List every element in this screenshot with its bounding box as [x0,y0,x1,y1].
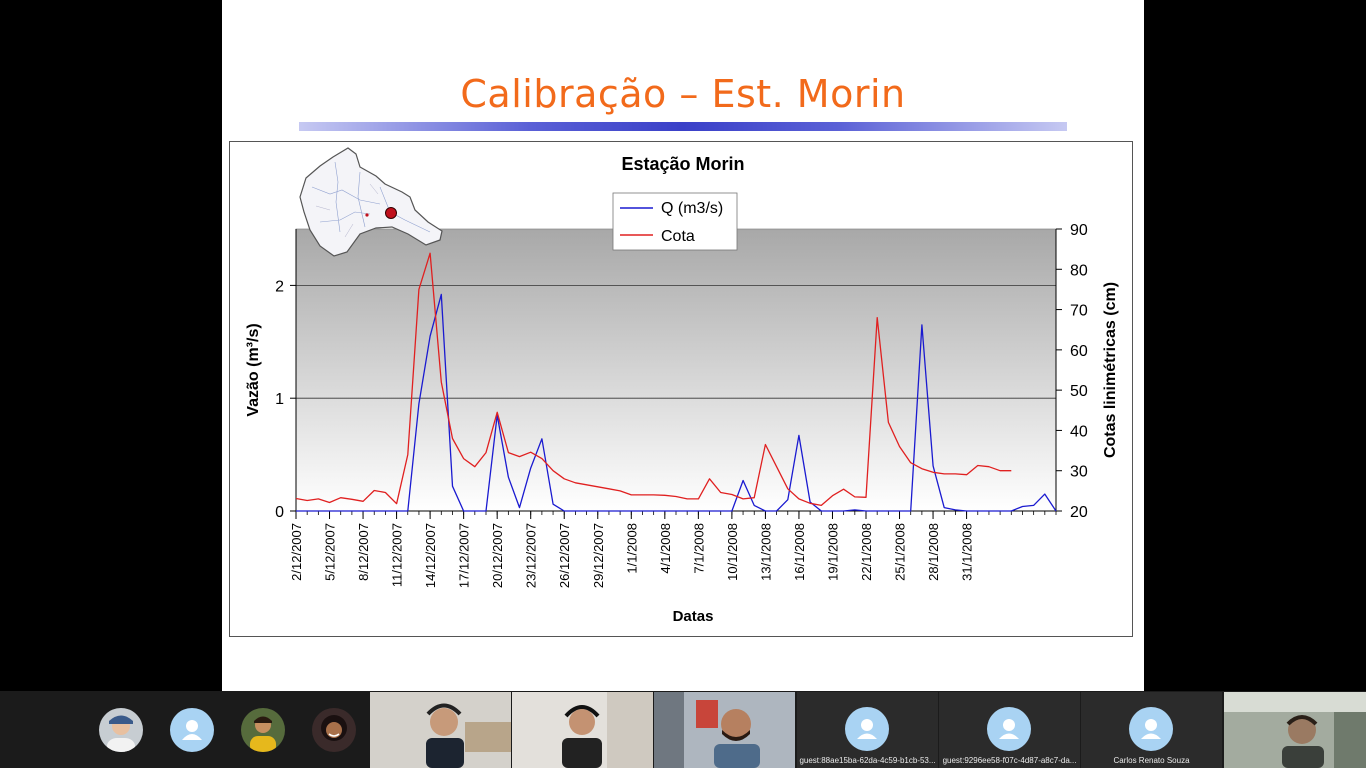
chart-legend: Q (m3/s) Cota [612,192,738,251]
x-tick-label: 16/1/2008 [792,523,807,581]
x-tick-label: 17/12/2007 [457,523,472,588]
participant-name: guest:88ae15ba-62da-4c59-b1cb-53... [799,756,936,765]
chart-title: Estação Morin [621,154,744,174]
participant-video-4[interactable] [1224,692,1366,768]
participant-video-1[interactable] [370,692,511,768]
y-right-tick-label: 80 [1070,262,1088,279]
participant-tile-guest-2[interactable]: guest:9296ee58-f07c-4d87-a8c7-da... [939,692,1080,768]
x-tick-label: 1/1/2008 [624,523,639,574]
y-right-tick-label: 60 [1070,343,1088,360]
participant-name: guest:9296ee58-f07c-4d87-a8c7-da... [942,756,1077,765]
participant-avatar-2[interactable] [170,708,214,752]
x-tick-label: 20/12/2007 [490,523,505,588]
presentation-slide: Calibração – Est. Morin 0 1 2 20 30 40 50 60 70 8… [222,0,1144,691]
x-tick-label: 5/12/2007 [323,523,338,581]
y-left-tick-label: 2 [275,278,284,295]
plot-area [295,228,1057,512]
y-right-tick-label: 90 [1070,222,1088,239]
x-tick-label: 23/12/2007 [524,523,539,588]
x-axis-label: Datas [673,608,714,625]
x-tick-label: 13/1/2008 [758,523,773,581]
x-tick-label: 26/12/2007 [557,523,572,588]
participant-avatar-4[interactable] [312,708,356,752]
legend-label-cota: Cota [661,228,695,245]
participant-name: Carlos Renato Souza [1113,756,1190,765]
y-right-tick-label: 50 [1070,383,1088,400]
x-tick-label: 7/1/2008 [691,523,706,574]
participant-avatar-1[interactable] [99,708,143,752]
participant-tile-carlos[interactable]: Carlos Renato Souza [1081,692,1222,768]
series-line-vazao [296,293,1057,512]
y-left-tick-label: 0 [275,504,284,521]
x-tick-label: 25/1/2008 [893,523,908,581]
y-right-tick-label: 20 [1070,504,1088,521]
x-tick-label: 19/1/2008 [825,523,840,581]
participant-tile-guest-1[interactable]: guest:88ae15ba-62da-4c59-b1cb-53... [797,692,938,768]
y-axis-left-label: Vazão (m³/s) [245,323,262,416]
y-axis-right-label: Cotas linimétricas (cm) [1102,282,1119,458]
x-tick-label: 4/1/2008 [658,523,673,574]
x-tick-label: 2/12/2007 [289,523,304,581]
y-left-tick-label: 1 [275,391,284,408]
chart: 0 1 2 20 30 40 50 60 70 80 90 2/12/2007 5/12/2007 8/1… [245,147,1119,625]
participant-video-3[interactable] [654,692,795,768]
y-right-tick-label: 30 [1070,464,1088,481]
x-tick-label: 31/1/2008 [960,523,975,581]
title-underline-bar [299,122,1067,131]
x-tick-label: 22/1/2008 [859,523,874,581]
participant-video-2[interactable] [512,692,653,768]
x-tick-label: 14/12/2007 [423,523,438,588]
chart-frame: 0 1 2 20 30 40 50 60 70 80 90 2/12/2007 5/12/2007 8/1… [229,141,1133,637]
x-tick-label: 11/12/2007 [390,523,405,587]
slide-title: Calibração – Est. Morin [460,72,906,116]
y-right-tick-label: 40 [1070,423,1088,440]
x-tick-label: 28/1/2008 [926,523,941,581]
x-tick-label: 10/1/2008 [725,523,740,581]
participant-avatar-3[interactable] [241,708,285,752]
watershed-map-image [299,147,443,257]
y-right-tick-label: 70 [1070,303,1088,320]
x-tick-label: 8/12/2007 [356,523,371,581]
x-tick-label: 29/12/2007 [591,523,606,588]
series-line-cota [295,252,1012,507]
legend-label-q: Q (m3/s) [661,200,723,217]
